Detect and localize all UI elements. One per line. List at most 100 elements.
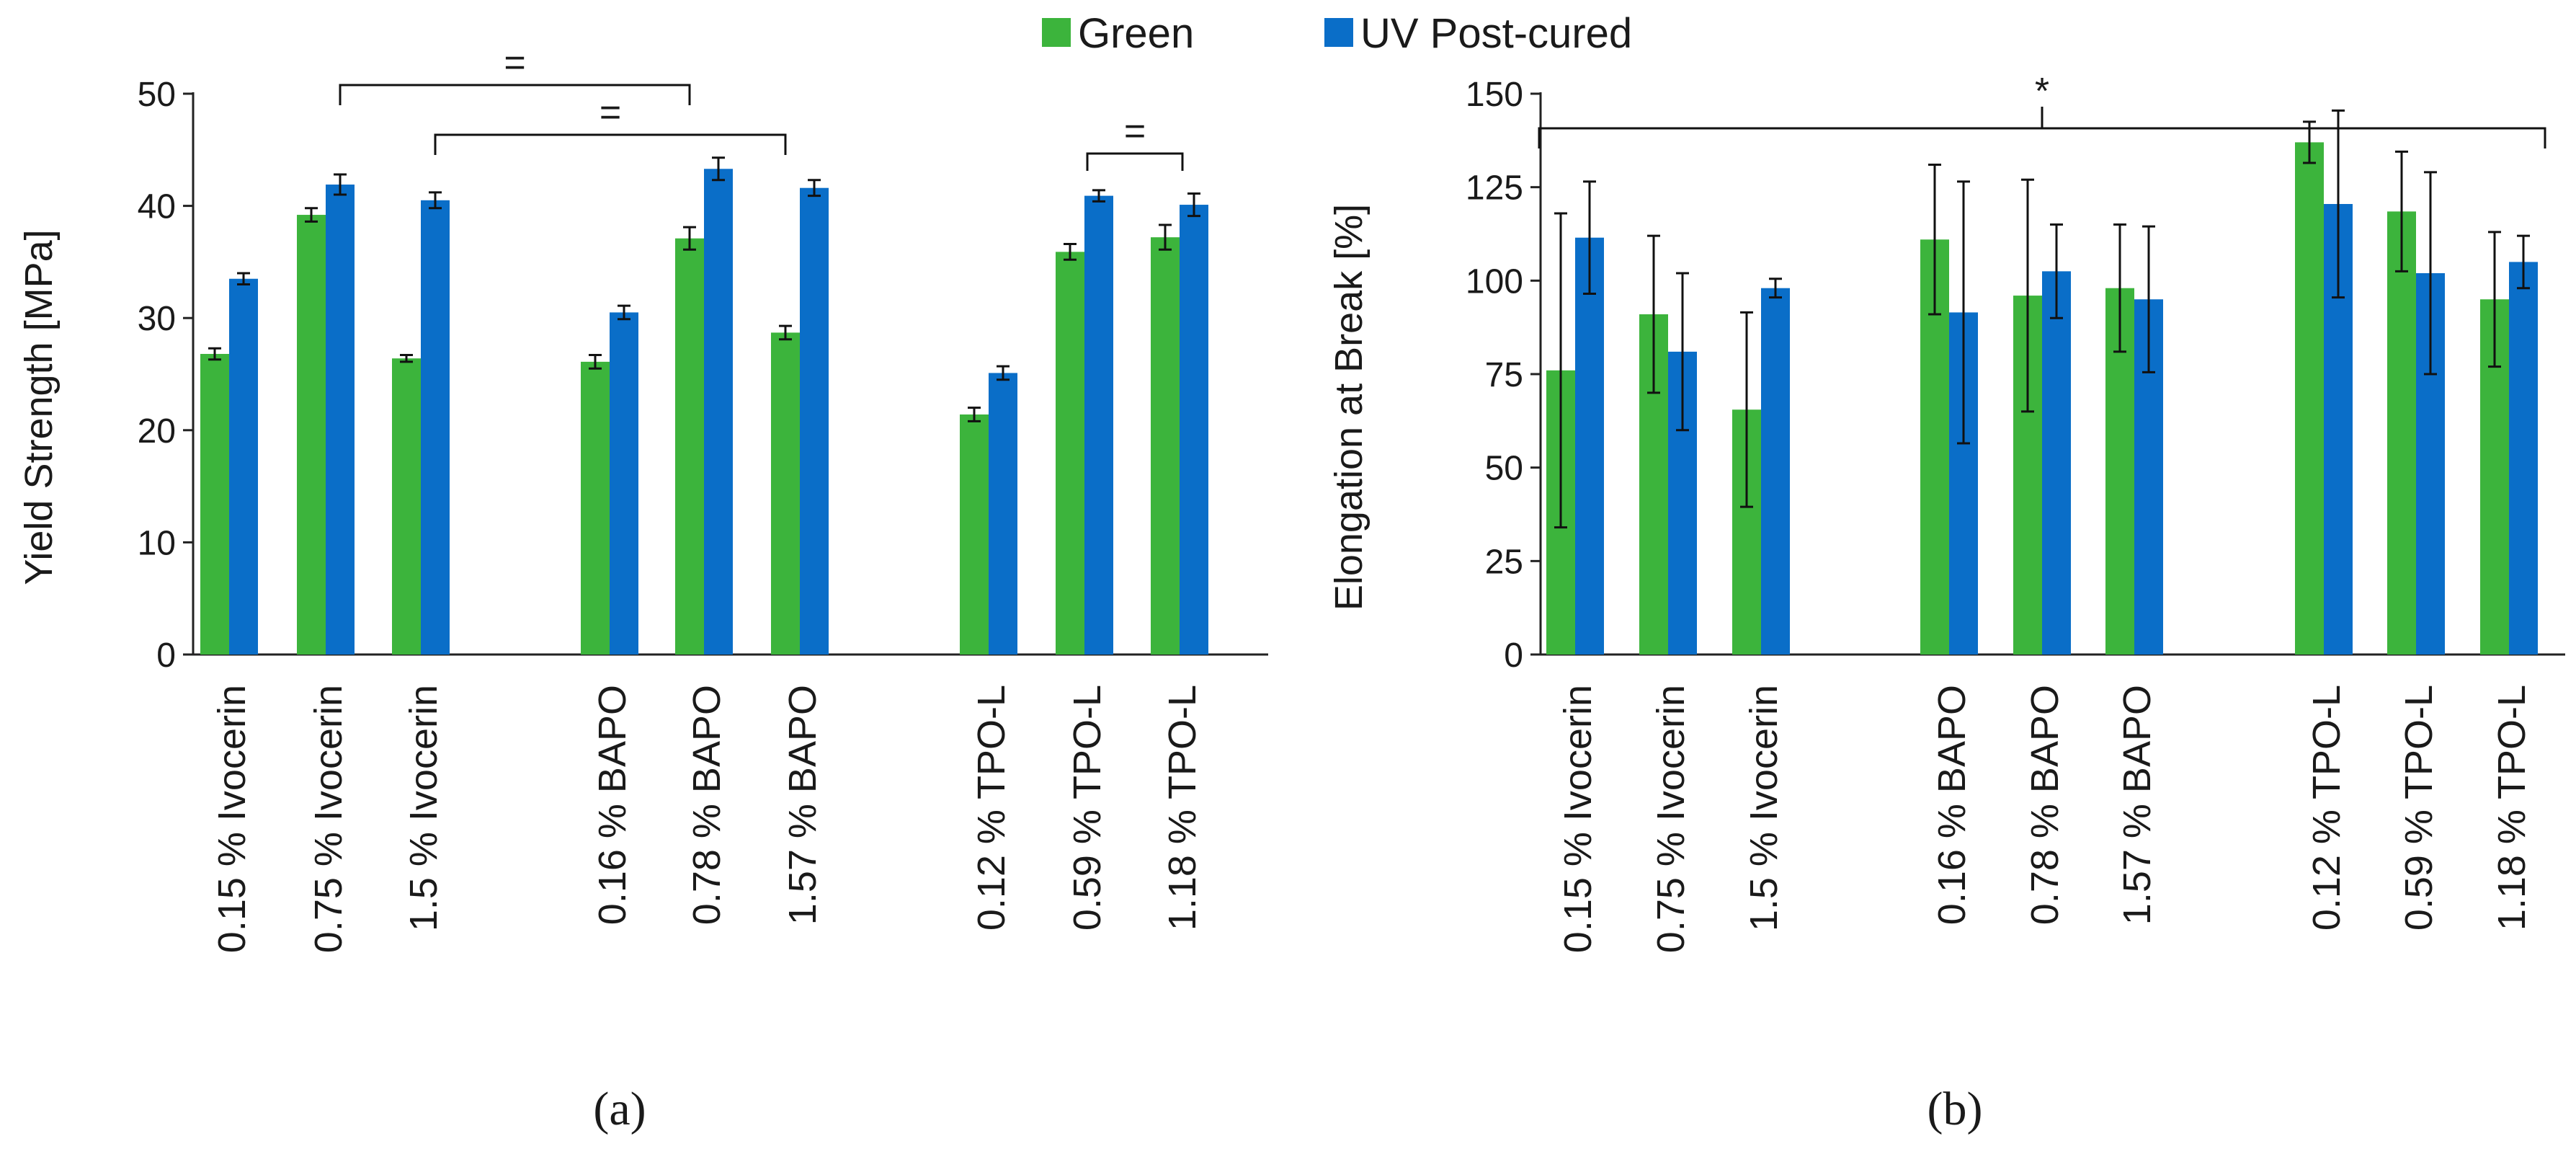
significance-bracket: * [1538, 71, 2546, 148]
error-bar [2050, 223, 2063, 319]
x-tick-label: 0.59 % TPO-L [1066, 685, 1109, 931]
bracket-line [339, 84, 691, 105]
bracket-line [1086, 152, 1184, 171]
bar-green [297, 215, 326, 655]
bar-uv [1084, 195, 1113, 655]
y-tick-label: 0 [1504, 636, 1523, 675]
x-tick-label: 0.78 % BAPO [2023, 685, 2067, 925]
y-tick-label: 125 [1466, 169, 1523, 208]
error-bar [968, 407, 981, 422]
bar-uv [229, 278, 258, 655]
error-bar [2488, 231, 2501, 368]
bar-uv [989, 373, 1017, 655]
legend-swatch-uv [1324, 18, 1353, 47]
error-bar [589, 354, 602, 370]
y-tick-label: 50 [138, 76, 176, 114]
y-tick-label: 30 [138, 300, 176, 338]
x-tick-label: 0.78 % BAPO [685, 685, 728, 925]
x-tick-label: 0.15 % Ivocerin [1556, 685, 1600, 953]
y-tick-label: 25 [1485, 543, 1523, 581]
x-tick-label: 0.59 % TPO-L [2397, 685, 2441, 931]
panel-label: (a) [593, 1083, 646, 1135]
bar-green [1151, 237, 1180, 655]
y-axis-label: Yield Strength [MPa] [17, 229, 61, 585]
bar-uv [2042, 271, 2071, 655]
significance-label: = [1124, 110, 1146, 152]
significance-label: * [2035, 71, 2049, 112]
error-bar [1740, 311, 1753, 508]
x-tick-label: 1.18 % TPO-L [2490, 685, 2533, 931]
bar-uv [800, 187, 829, 655]
bracket-line [1538, 127, 2546, 148]
x-tick-label: 0.12 % TPO-L [2305, 685, 2348, 931]
bar-green [960, 414, 989, 655]
x-tick-label: 1.18 % TPO-L [1161, 685, 1204, 931]
error-bar [334, 173, 347, 196]
panel-label: (b) [1927, 1083, 1983, 1135]
y-tick-label: 20 [138, 412, 176, 451]
bar-green [675, 238, 704, 655]
error-bar [779, 324, 792, 341]
error-bar [1554, 212, 1567, 529]
error-bar [712, 156, 725, 182]
y-axis-label: Elongation at Break [%] [1327, 204, 1371, 611]
x-tick-label: 0.16 % BAPO [591, 685, 634, 925]
bar-green [2295, 142, 2324, 655]
bar-uv [326, 185, 355, 655]
x-tick-label: 1.57 % BAPO [781, 685, 824, 925]
bar-green [200, 353, 229, 655]
error-bar [305, 207, 318, 223]
bracket-line [434, 133, 787, 155]
bar-uv [1575, 237, 1604, 655]
error-bar [2332, 109, 2345, 299]
significance-label: = [504, 42, 525, 84]
error-bar [1092, 189, 1105, 203]
x-tick-label: 1.57 % BAPO [2116, 685, 2159, 925]
x-tick-label: 1.5 % Ivocerin [402, 685, 445, 931]
bar-green [2387, 211, 2416, 655]
y-tick-label: 40 [138, 188, 176, 226]
bar-uv [704, 169, 733, 655]
bar-uv [1761, 288, 1790, 655]
error-bar [237, 272, 250, 286]
error-bar [2021, 178, 2034, 413]
y-tick-label: 50 [1485, 450, 1523, 488]
error-bar [683, 226, 696, 251]
error-bar [997, 365, 1010, 381]
x-tick-label: 0.75 % Ivocerin [1649, 685, 1693, 953]
significance-label: = [600, 92, 621, 133]
significance-bracket: = [434, 92, 787, 155]
error-bar [1676, 272, 1689, 432]
chart-panel-b: Elongation at Break [%] (b) 0 25 50 75 100 12… [1327, 71, 2565, 1135]
y-tick-label: 10 [138, 524, 176, 562]
error-bar [2424, 171, 2437, 376]
error-bar [618, 304, 630, 321]
error-bar [429, 191, 442, 210]
x-tick-label: 1.5 % Ivocerin [1742, 685, 1786, 931]
bar-uv [421, 200, 450, 655]
bar-green [392, 358, 421, 655]
error-bar [1187, 192, 1200, 218]
error-bar [1583, 180, 1596, 295]
y-tick-label: 150 [1466, 76, 1523, 114]
legend-swatch-green [1042, 18, 1071, 47]
bar-green [771, 332, 800, 655]
chart-panel-a: Yield Strength [MPa] (a) 0 10 20 30 40 50 0.15… [17, 42, 1268, 1135]
legend-label-uv: UV Post-cured [1360, 10, 1632, 57]
y-tick-label: 75 [1485, 356, 1523, 394]
x-tick-label: 0.16 % BAPO [1930, 685, 1974, 925]
bar-uv [2509, 262, 2538, 655]
x-tick-label: 0.12 % TPO-L [970, 685, 1013, 931]
y-tick-label: 0 [156, 636, 176, 675]
x-tick-label: 0.75 % Ivocerin [307, 685, 350, 953]
error-bar [2395, 150, 2408, 272]
bar-green [581, 361, 610, 655]
y-tick-label: 100 [1466, 262, 1523, 301]
legend: Green UV Post-cured [1042, 10, 1632, 57]
bar-uv [1180, 205, 1208, 655]
x-tick-label: 0.15 % Ivocerin [210, 685, 254, 953]
bar-uv [610, 312, 638, 655]
error-bar [2113, 223, 2126, 353]
error-bar [2142, 225, 2155, 373]
